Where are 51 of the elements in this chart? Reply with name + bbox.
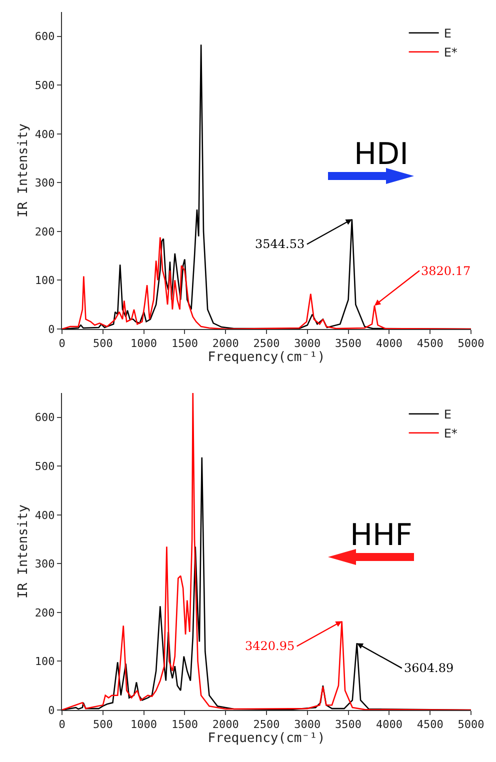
y-tick-label: 500 (34, 79, 55, 92)
x-tick-label: 2000 (212, 337, 239, 350)
annotation: 3820.17 (421, 264, 471, 278)
y-tick-label: 600 (34, 411, 55, 424)
y-tick-label: 300 (34, 176, 55, 190)
x-tick-label: 4000 (376, 718, 402, 732)
x-tick-label: 4500 (416, 337, 444, 350)
annotation: 3420.95 (245, 639, 295, 653)
x-tick-label: 3500 (335, 718, 362, 732)
x-tick-label: 1000 (130, 718, 158, 732)
annotation: 3544.53 (255, 237, 305, 251)
annotation: 3604.89 (404, 661, 454, 675)
x-tick-label: 1000 (130, 337, 158, 350)
legend-label: E (444, 408, 452, 422)
x-tick-label: 1500 (171, 337, 198, 350)
x-tick-label: 0 (58, 718, 66, 732)
x-tick-label: 5000 (458, 718, 484, 732)
y-axis-title: IR Intensity (16, 504, 31, 598)
x-tick-label: 2500 (253, 337, 280, 350)
x-tick-label: 2000 (212, 718, 239, 732)
y-tick-label: 500 (34, 460, 55, 473)
legend-label: E* (444, 46, 458, 60)
legend-label: E* (444, 426, 458, 441)
x-axis-title: Frequency(cm⁻¹) (208, 731, 326, 746)
x-tick-label: 500 (92, 337, 113, 350)
line-series (62, 393, 471, 710)
y-tick-label: 200 (34, 606, 55, 620)
y-tick-label: 100 (34, 655, 55, 668)
y-tick-label: 300 (34, 558, 55, 571)
x-tick-label: 3000 (294, 337, 321, 350)
y-tick-label: 100 (34, 274, 55, 288)
x-tick-label: 0 (58, 337, 66, 350)
y-tick-label: 0 (48, 322, 55, 336)
x-tick-label: 2500 (253, 718, 280, 732)
x-tick-label: 4500 (416, 718, 444, 732)
y-tick-label: 600 (34, 30, 55, 44)
y-tick-label: 200 (34, 225, 55, 238)
x-tick-label: 4000 (376, 337, 402, 350)
x-tick-label: 5000 (458, 337, 484, 350)
y-tick-label: 400 (34, 128, 55, 141)
x-tick-label: 3000 (294, 718, 321, 732)
x-axis-title: Frequency(cm⁻¹) (208, 350, 326, 366)
y-tick-label: 400 (34, 508, 55, 522)
annotation: HHF (350, 518, 412, 553)
x-tick-label: 1500 (171, 718, 198, 732)
x-tick-label: 500 (92, 718, 113, 732)
y-tick-label: 0 (48, 704, 55, 717)
legend-label: E (444, 26, 452, 41)
x-tick-label: 3500 (335, 337, 362, 350)
annotation: HDI (354, 137, 409, 172)
y-axis-title: IR Intensity (16, 123, 31, 218)
